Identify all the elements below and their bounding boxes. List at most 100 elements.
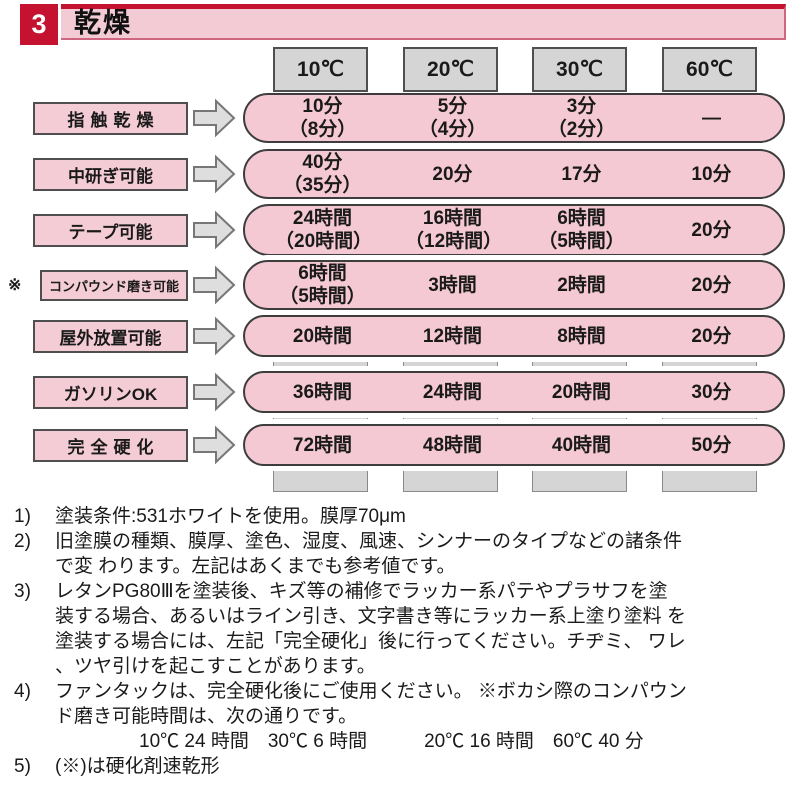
arrow-right-icon — [191, 154, 237, 194]
row-values-pill: 10分 （8分） 5分 （4分） 3分 （2分） — — [243, 93, 785, 143]
value-line: 5分 — [437, 96, 468, 117]
value-cell: 16時間 （12時間） — [405, 206, 503, 254]
arrow-right-icon — [191, 265, 237, 305]
footnote-line: ファンタックは、完全硬化後にご使用ください。 ※ボカシ際のコンパウン — [55, 681, 687, 702]
value-line: 20時間 — [292, 325, 353, 347]
value-cell: 20分 — [664, 317, 759, 355]
value-cell: 10分 （8分） — [275, 95, 370, 141]
value-line: （12時間） — [405, 231, 503, 252]
value-line: 12時間 — [422, 325, 483, 347]
footnote-2: 2) 旧塗膜の種類、膜厚、塗色、湿度、風速、シンナーのタイプなどの諸条件 で変 わり… — [14, 529, 794, 579]
row-values-pill: 40分 （35分） 20分 17分 10分 — [243, 149, 785, 199]
value-cell: 10分 — [664, 151, 759, 197]
section-number-badge: 3 — [20, 4, 61, 45]
footnote-body: レタンPG80Ⅲを塗装後、キズ等の補修でラッカー系パテやプラサフを塗 装する場合、… — [55, 579, 794, 679]
row-values-pill: 72時間 48時間 40時間 50分 — [243, 424, 785, 466]
row-values-pill: 6時間 （5時間） 3時間 2時間 20分 — [243, 260, 785, 310]
footnote-3: 3) レタンPG80Ⅲを塗装後、キズ等の補修でラッカー系パテやプラサフを塗 装する場… — [14, 579, 794, 679]
drying-time-table: 指触乾燥 10分 （8分） 5分 （4分） 3分 （2分） — 中研ぎ可能 40分 （35分） 20分… — [8, 47, 785, 492]
footnote-line: ド磨き可能時間は、次の通りです。 — [55, 706, 358, 727]
value-cell: 12時間 — [405, 317, 500, 355]
value-cell: 5分 （4分） — [405, 95, 500, 141]
value-line: （2分） — [547, 119, 616, 140]
row-note-mark: ※ — [8, 277, 22, 294]
arrow-right-icon — [191, 210, 237, 250]
footnote-line: 、ツヤ引けを起こすことがあります。 — [55, 656, 376, 677]
value-line: 10分 — [691, 163, 732, 185]
temp-column-header: 20℃ — [403, 47, 498, 92]
value-cell: 20時間 — [275, 317, 370, 355]
footnote-line: レタンPG80Ⅲを塗装後、キズ等の補修でラッカー系パテやプラサフを塗 — [55, 581, 668, 602]
arrow-right-icon — [191, 372, 237, 412]
footnote-number: 1) — [14, 506, 31, 527]
temp-column-header: 60℃ — [662, 47, 757, 92]
value-cell: 40時間 — [534, 426, 629, 464]
value-line: 20分 — [691, 274, 732, 296]
footnote-5: 5) (※)は硬化剤速乾形 — [14, 754, 794, 779]
arrow-right-icon — [191, 98, 237, 138]
value-line: 16時間 — [422, 208, 483, 229]
arrow-right-icon — [191, 316, 237, 356]
page-title: 乾燥 — [74, 8, 132, 38]
value-cell: 40分 （35分） — [275, 151, 370, 197]
footnote-number: 2) — [14, 531, 31, 552]
footnote-number: 4) — [14, 681, 31, 702]
footnote-body: 塗装条件:531ホワイトを使用。膜厚70μm — [55, 504, 794, 529]
value-line: 40時間 — [551, 434, 612, 456]
value-line: 24時間 — [292, 208, 353, 229]
row-label-4: コンパウンド磨き可能 — [40, 269, 188, 301]
value-cell: 36時間 — [275, 373, 370, 411]
value-line: 3分 — [566, 96, 597, 117]
value-line: 36時間 — [292, 381, 353, 403]
value-cell: 8時間 — [534, 317, 629, 355]
footnote-number: 5) — [14, 756, 31, 777]
value-line: 6時間 — [557, 208, 606, 229]
value-line: （4分） — [418, 119, 487, 140]
row-label-5: 屋外放置可能 — [33, 319, 188, 353]
value-cell: 30分 — [664, 373, 759, 411]
value-cell: 20分 — [405, 151, 500, 197]
row-label-2: 中研ぎ可能 — [33, 157, 188, 191]
value-cell: 20時間 — [534, 373, 629, 411]
footnote-body: 旧塗膜の種類、膜厚、塗色、湿度、風速、シンナーのタイプなどの諸条件 で変 わります… — [55, 529, 794, 579]
value-line: 20分 — [691, 325, 732, 347]
value-line: 20分 — [432, 163, 473, 185]
value-cell: — — [664, 95, 759, 141]
footnote-line: 旧塗膜の種類、膜厚、塗色、湿度、風速、シンナーのタイプなどの諸条件 — [55, 531, 683, 552]
value-line: （35分） — [283, 175, 362, 196]
value-cell: 24時間 （20時間） — [275, 206, 373, 254]
value-cell: 2時間 — [534, 262, 629, 308]
value-line: 72時間 — [292, 434, 353, 456]
row-label-3: テープ可能 — [33, 213, 188, 247]
value-cell: 72時間 — [275, 426, 370, 464]
value-cell: 6時間 （5時間） — [534, 206, 629, 254]
footnote-body: (※)は硬化剤速乾形 — [55, 754, 794, 779]
footnote-line: で変 わります。左記はあくまでも参考値です。 — [55, 556, 456, 577]
value-cell: 3分 （2分） — [534, 95, 629, 141]
temp-column-header: 30℃ — [532, 47, 627, 92]
value-line: 40分 — [302, 152, 343, 173]
value-cell: 3時間 — [405, 262, 500, 308]
footnote-line: 装する場合、あるいはライン引き、文字書き等にラッカー系上塗り塗料 を — [55, 606, 686, 627]
value-cell: 6時間 （5時間） — [275, 262, 370, 308]
row-label-7: 完全硬化 — [33, 428, 188, 462]
footnote-line: (※)は硬化剤速乾形 — [55, 756, 220, 777]
row-values-pill: 36時間 24時間 20時間 30分 — [243, 371, 785, 413]
footnote-number: 3) — [14, 581, 31, 602]
value-line: 24時間 — [422, 381, 483, 403]
value-line: 50分 — [691, 434, 732, 456]
value-cell: 24時間 — [405, 373, 500, 411]
value-line: 20時間 — [551, 381, 612, 403]
footnotes: 1) 塗装条件:531ホワイトを使用。膜厚70μm 2) 旧塗膜の種類、膜厚、塗色、湿… — [14, 504, 794, 779]
footnote-4: 4) ファンタックは、完全硬化後にご使用ください。 ※ボカシ際のコンパウン ド磨き可… — [14, 679, 794, 754]
value-line: （20時間） — [275, 231, 373, 252]
section-header: 3 乾燥 — [20, 4, 786, 45]
footnote-line: 塗装条件:531ホワイトを使用。膜厚70μm — [55, 506, 406, 527]
value-line: 10分 — [302, 96, 343, 117]
value-line: （5時間） — [538, 231, 625, 252]
value-cell: 20分 — [664, 206, 759, 254]
row-values-pill: 20時間 12時間 8時間 20分 — [243, 315, 785, 357]
value-cell: 50分 — [664, 426, 759, 464]
value-line: — — [702, 107, 721, 129]
